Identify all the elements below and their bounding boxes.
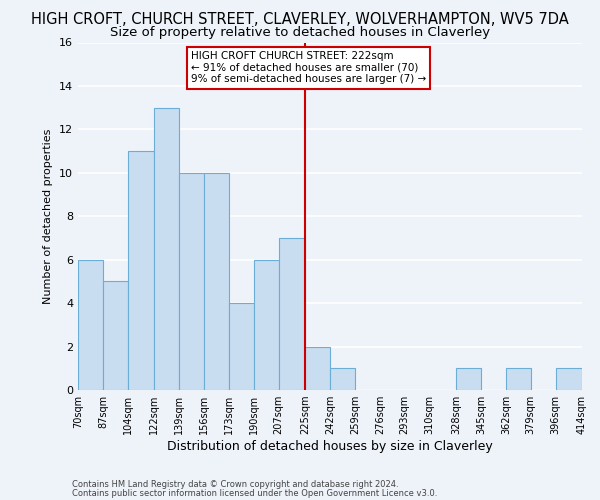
Bar: [154, 108, 179, 390]
Text: Contains public sector information licensed under the Open Government Licence v3: Contains public sector information licen…: [72, 488, 437, 498]
Bar: [456, 368, 481, 390]
Bar: [279, 238, 305, 390]
Bar: [229, 303, 254, 390]
Bar: [78, 260, 103, 390]
Bar: [305, 346, 330, 390]
Bar: [179, 173, 204, 390]
Text: Size of property relative to detached houses in Claverley: Size of property relative to detached ho…: [110, 26, 490, 39]
Bar: [330, 368, 355, 390]
Bar: [556, 368, 582, 390]
Bar: [128, 151, 154, 390]
X-axis label: Distribution of detached houses by size in Claverley: Distribution of detached houses by size …: [167, 440, 493, 453]
Text: HIGH CROFT, CHURCH STREET, CLAVERLEY, WOLVERHAMPTON, WV5 7DA: HIGH CROFT, CHURCH STREET, CLAVERLEY, WO…: [31, 12, 569, 28]
Y-axis label: Number of detached properties: Number of detached properties: [43, 128, 53, 304]
Bar: [204, 173, 229, 390]
Bar: [506, 368, 531, 390]
Bar: [254, 260, 279, 390]
Bar: [103, 282, 128, 390]
Text: Contains HM Land Registry data © Crown copyright and database right 2024.: Contains HM Land Registry data © Crown c…: [72, 480, 398, 489]
Text: HIGH CROFT CHURCH STREET: 222sqm
← 91% of detached houses are smaller (70)
9% of: HIGH CROFT CHURCH STREET: 222sqm ← 91% o…: [191, 51, 426, 84]
